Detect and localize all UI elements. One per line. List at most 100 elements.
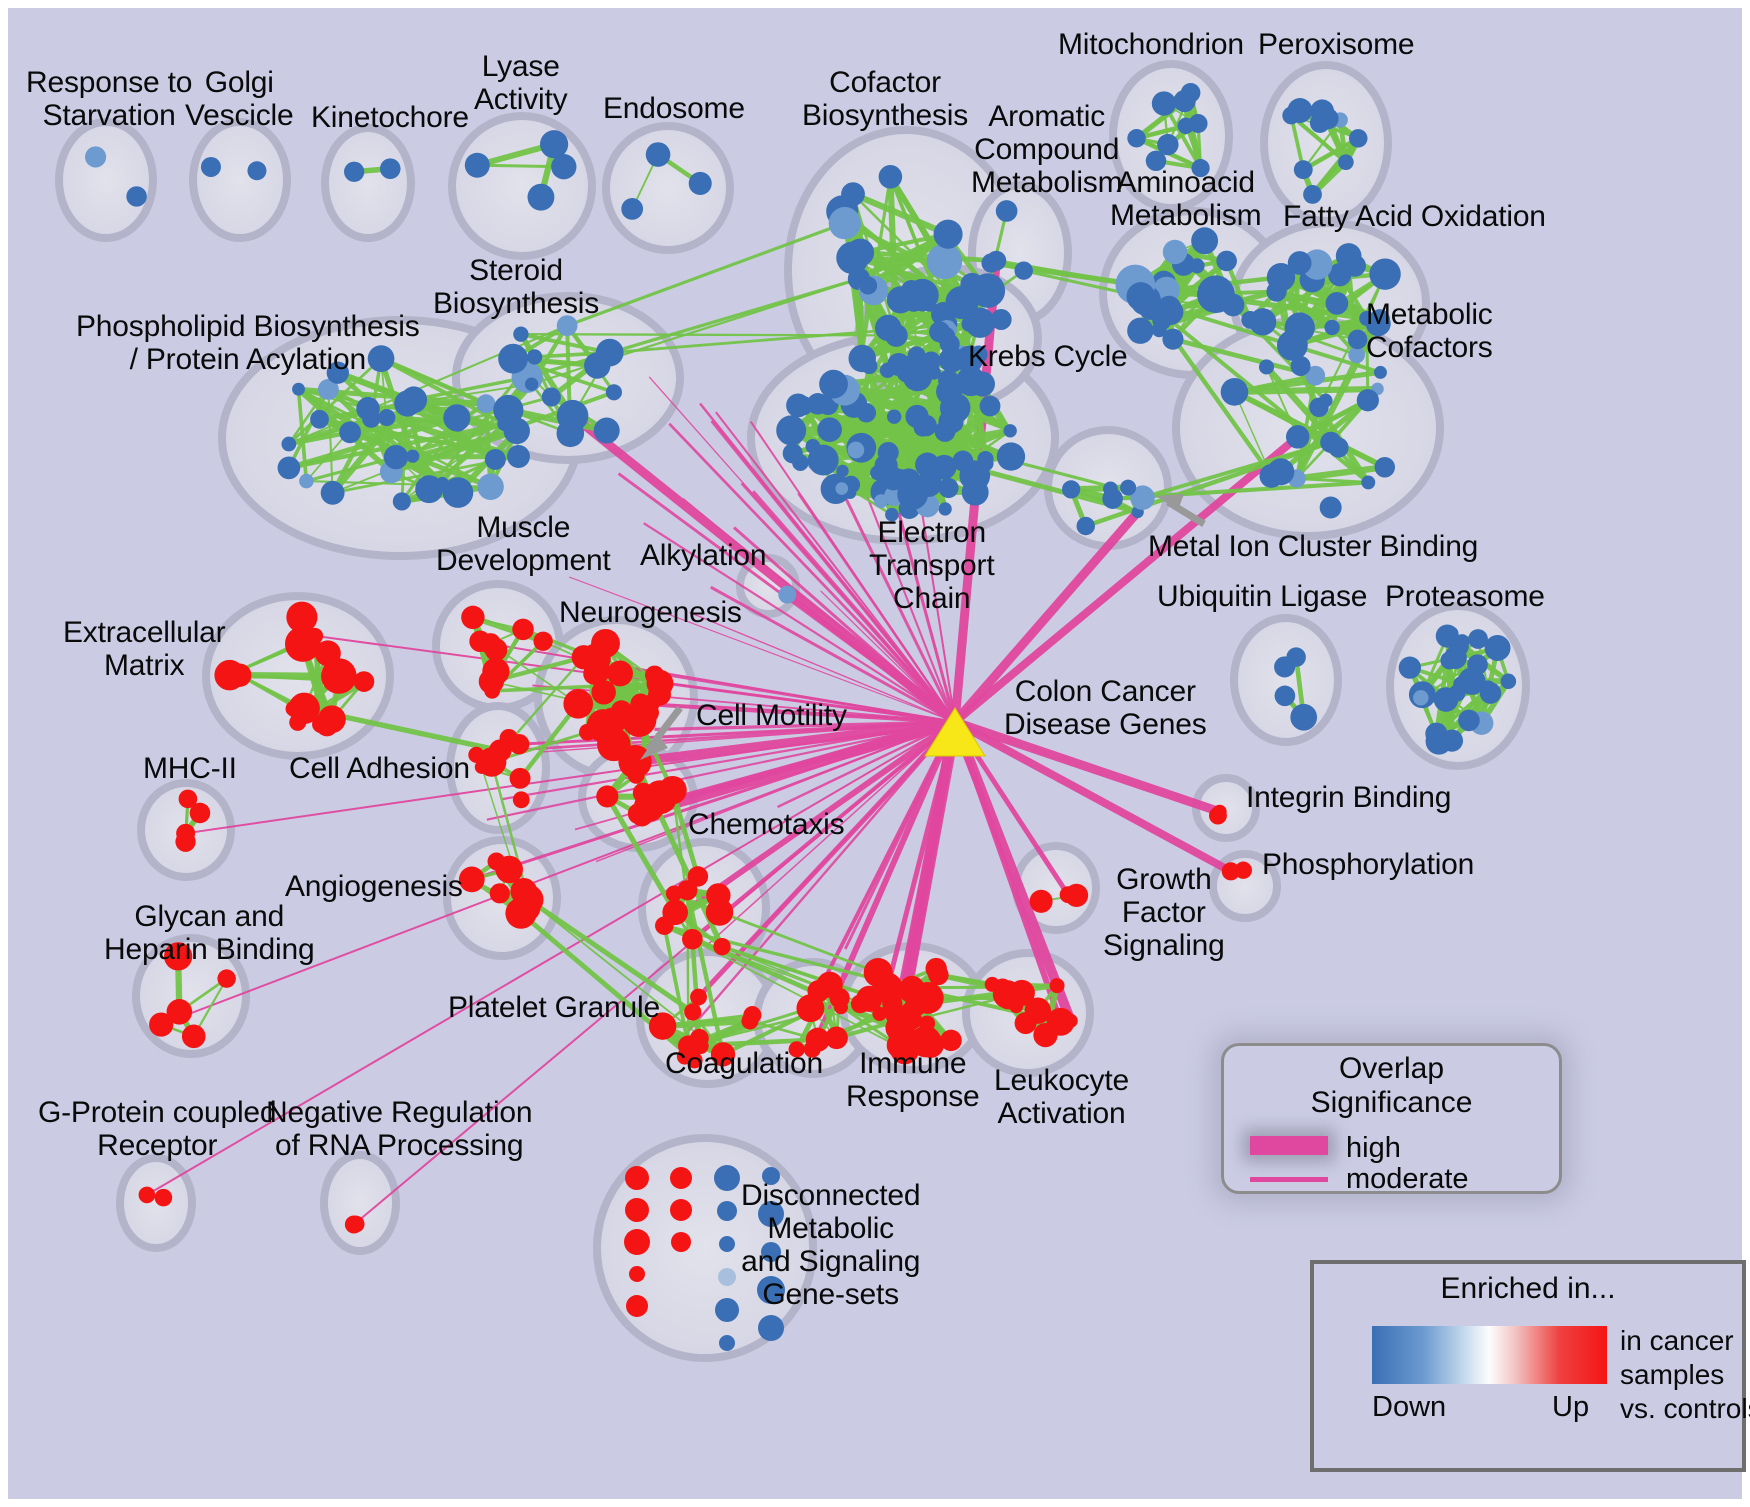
gene-set-node[interactable] bbox=[356, 396, 380, 421]
gene-set-node[interactable] bbox=[484, 448, 506, 470]
gene-set-node[interactable] bbox=[996, 986, 1020, 1010]
gene-set-node[interactable] bbox=[448, 412, 468, 432]
gene-set-node[interactable] bbox=[1191, 227, 1219, 255]
disconnected-gene-set-node[interactable] bbox=[758, 1201, 784, 1227]
gene-set-node[interactable] bbox=[959, 460, 991, 492]
gene-set-node[interactable] bbox=[688, 171, 712, 195]
gene-set-node[interactable] bbox=[1191, 159, 1210, 178]
gene-set-node[interactable] bbox=[1282, 106, 1301, 125]
gene-set-node[interactable] bbox=[1348, 346, 1366, 364]
gene-set-node[interactable] bbox=[477, 473, 504, 501]
gene-set-node[interactable] bbox=[1398, 656, 1421, 679]
gene-set-node[interactable] bbox=[646, 669, 674, 697]
gene-set-node[interactable] bbox=[618, 745, 652, 779]
gene-set-node[interactable] bbox=[1468, 629, 1488, 649]
gene-set-node[interactable] bbox=[1189, 258, 1205, 274]
gene-set-node[interactable] bbox=[916, 471, 942, 497]
gene-set-node[interactable] bbox=[792, 454, 809, 471]
gene-set-node[interactable] bbox=[803, 1040, 821, 1058]
cluster-bubble-lyase-activity[interactable] bbox=[448, 112, 596, 260]
gene-set-node[interactable] bbox=[690, 988, 707, 1006]
gene-set-node[interactable] bbox=[598, 707, 627, 735]
gene-set-node[interactable] bbox=[1259, 463, 1284, 488]
cluster-bubble-disconnected-gene-sets[interactable] bbox=[593, 1134, 817, 1362]
disconnected-gene-set-node[interactable] bbox=[629, 1266, 645, 1282]
gene-set-node[interactable] bbox=[524, 377, 539, 391]
disconnected-gene-set-node[interactable] bbox=[626, 1295, 648, 1317]
gene-set-node[interactable] bbox=[907, 346, 926, 365]
gene-set-node[interactable] bbox=[281, 436, 297, 452]
gene-set-node[interactable] bbox=[392, 492, 411, 511]
gene-set-node[interactable] bbox=[469, 630, 491, 653]
gene-set-node[interactable] bbox=[676, 1048, 693, 1065]
gene-set-node[interactable] bbox=[1258, 359, 1275, 375]
gene-set-node[interactable] bbox=[487, 852, 506, 871]
gene-set-node[interactable] bbox=[299, 473, 314, 489]
gene-set-node[interactable] bbox=[347, 1215, 365, 1233]
gene-set-node[interactable] bbox=[1290, 355, 1311, 376]
disconnected-gene-set-node[interactable] bbox=[719, 1236, 735, 1252]
gene-set-node[interactable] bbox=[847, 441, 865, 459]
gene-set-node[interactable] bbox=[367, 345, 395, 372]
gene-set-node[interactable] bbox=[872, 972, 903, 1003]
gene-set-node[interactable] bbox=[645, 142, 671, 167]
gene-set-node[interactable] bbox=[1413, 690, 1429, 706]
gene-set-node[interactable] bbox=[1130, 485, 1155, 510]
gene-set-node[interactable] bbox=[507, 445, 530, 468]
gene-set-node[interactable] bbox=[286, 601, 318, 633]
gene-set-node[interactable] bbox=[850, 994, 870, 1014]
gene-set-node[interactable] bbox=[474, 760, 489, 774]
gene-set-node[interactable] bbox=[1453, 676, 1470, 693]
gene-set-node[interactable] bbox=[1046, 1007, 1075, 1036]
gene-set-node[interactable] bbox=[1348, 129, 1368, 148]
gene-set-node[interactable] bbox=[164, 942, 193, 971]
gene-set-node[interactable] bbox=[1014, 1012, 1037, 1035]
gene-set-node[interactable] bbox=[533, 631, 553, 651]
gene-set-node[interactable] bbox=[874, 314, 902, 342]
gene-set-node[interactable] bbox=[1003, 424, 1017, 438]
gene-set-node[interactable] bbox=[807, 392, 829, 415]
gene-set-node[interactable] bbox=[579, 723, 597, 741]
gene-set-node[interactable] bbox=[277, 456, 301, 480]
gene-set-node[interactable] bbox=[1324, 319, 1340, 336]
gene-set-node[interactable] bbox=[1120, 479, 1137, 496]
gene-set-node[interactable] bbox=[551, 154, 577, 180]
gene-set-node[interactable] bbox=[513, 884, 544, 915]
gene-set-node[interactable] bbox=[458, 866, 485, 893]
gene-set-node[interactable] bbox=[1221, 293, 1245, 317]
gene-set-node[interactable] bbox=[593, 417, 620, 444]
disconnected-gene-set-node[interactable] bbox=[717, 1201, 737, 1221]
cluster-bubble-kinetochore[interactable] bbox=[321, 124, 415, 242]
gene-set-node[interactable] bbox=[713, 937, 731, 956]
gene-set-node[interactable] bbox=[819, 369, 848, 399]
gene-set-node[interactable] bbox=[807, 444, 839, 476]
gene-set-node[interactable] bbox=[1029, 889, 1053, 913]
gene-set-node[interactable] bbox=[149, 1012, 174, 1037]
disconnected-gene-set-node[interactable] bbox=[714, 1165, 740, 1191]
gene-set-node[interactable] bbox=[903, 291, 924, 312]
gene-set-node[interactable] bbox=[886, 409, 902, 424]
disconnected-gene-set-node[interactable] bbox=[719, 1335, 735, 1351]
cluster-bubble-endosome[interactable] bbox=[602, 122, 734, 254]
gene-set-node[interactable] bbox=[406, 449, 420, 463]
gene-set-node[interactable] bbox=[292, 382, 305, 396]
gene-set-node[interactable] bbox=[214, 659, 245, 691]
cluster-bubble-negative-regulation-of-rna-processing[interactable] bbox=[320, 1151, 400, 1255]
gene-set-node[interactable] bbox=[1361, 475, 1376, 490]
gene-set-node[interactable] bbox=[984, 976, 1000, 992]
gene-set-node[interactable] bbox=[945, 285, 979, 320]
gene-set-node[interactable] bbox=[527, 183, 555, 211]
gene-set-node[interactable] bbox=[909, 1025, 942, 1058]
gene-set-node[interactable] bbox=[1305, 365, 1326, 386]
gene-set-node[interactable] bbox=[1152, 310, 1172, 331]
disconnected-gene-set-node[interactable] bbox=[625, 1198, 649, 1222]
gene-set-node[interactable] bbox=[928, 964, 949, 986]
gene-set-node[interactable] bbox=[1479, 682, 1502, 704]
gene-set-node[interactable] bbox=[1356, 389, 1379, 412]
gene-set-node[interactable] bbox=[1059, 886, 1077, 904]
gene-set-node[interactable] bbox=[1151, 91, 1177, 116]
gene-set-node[interactable] bbox=[835, 482, 849, 495]
gene-set-node[interactable] bbox=[1285, 425, 1310, 449]
gene-set-node[interactable] bbox=[885, 507, 899, 522]
gene-set-node[interactable] bbox=[1076, 516, 1095, 536]
